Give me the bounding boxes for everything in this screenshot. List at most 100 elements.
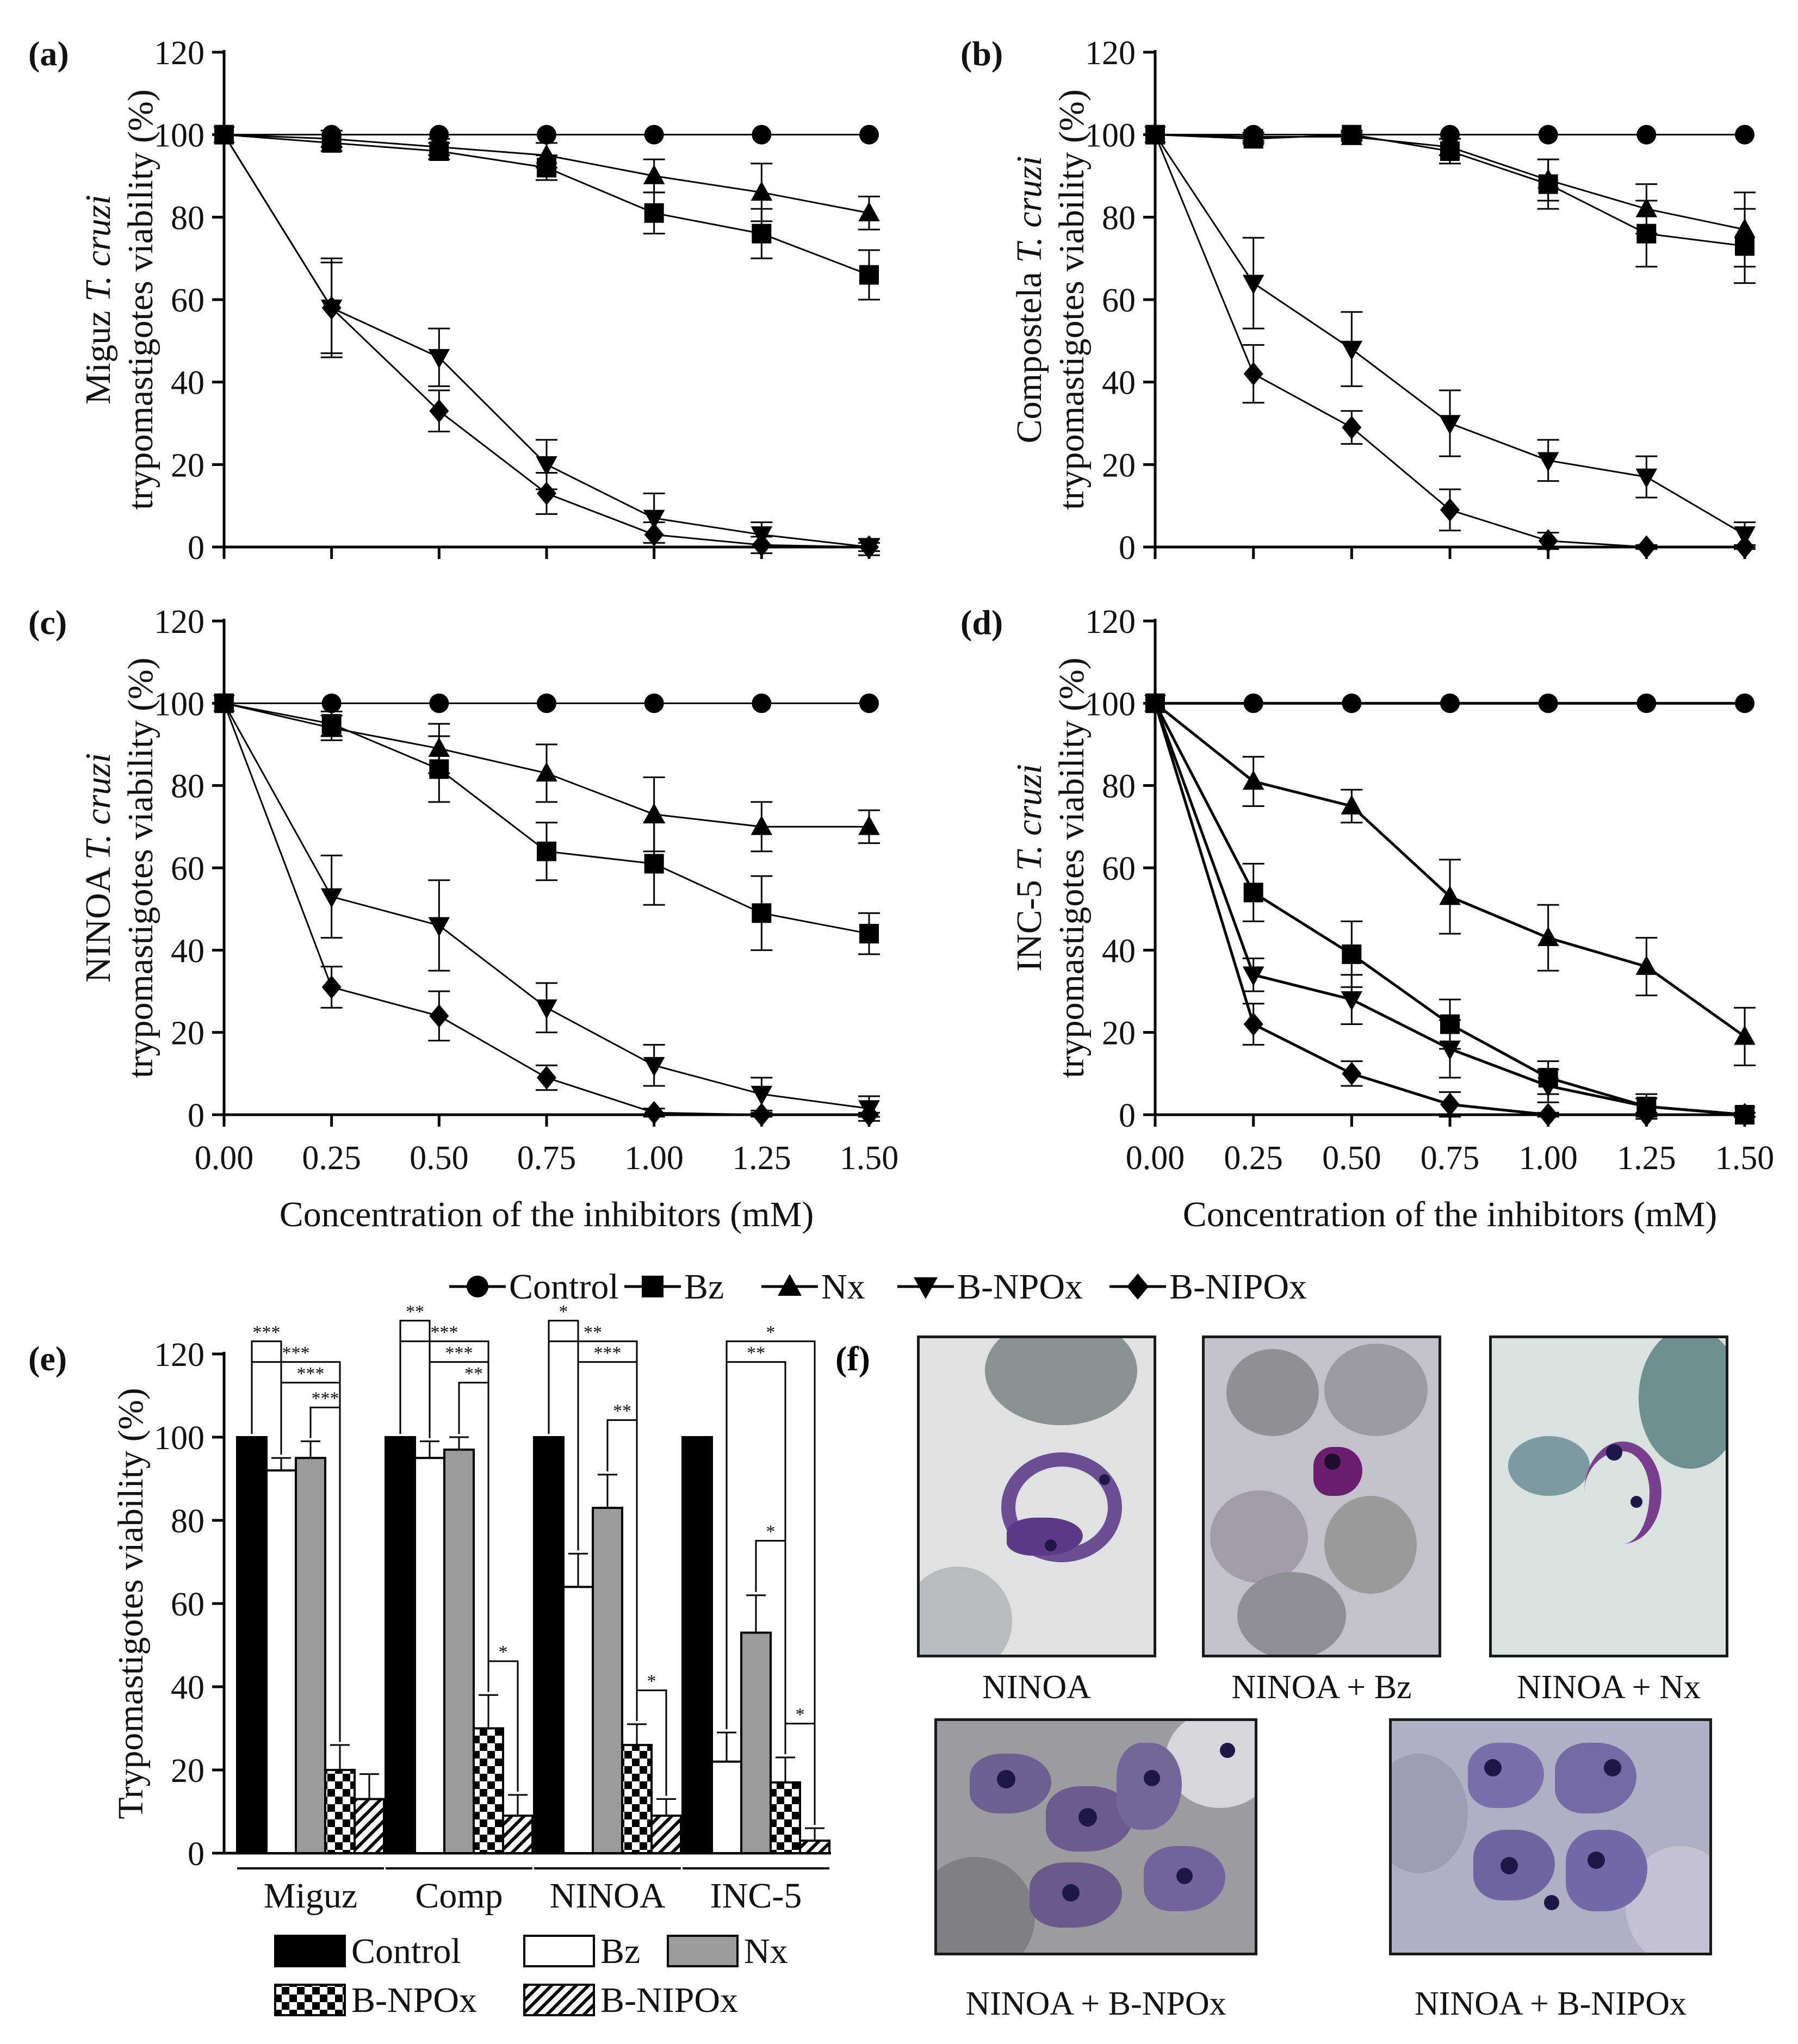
data-point — [859, 693, 879, 713]
x-tick-label: 0.25 — [302, 1140, 361, 1177]
data-point — [1538, 693, 1558, 713]
data-point — [536, 999, 557, 1019]
bar-group-miguz: Miguz — [236, 1436, 385, 1916]
data-point — [1440, 1092, 1460, 1116]
data-point — [1735, 693, 1754, 713]
y-tick-label: 120 — [154, 35, 204, 72]
y-tick-label: 120 — [154, 1337, 204, 1374]
series-line — [1154, 134, 1745, 536]
legend-swatch-b-nipox — [523, 1984, 595, 2016]
x-tick-label: 0.75 — [1421, 1140, 1480, 1177]
data-point — [320, 127, 343, 147]
data-point — [644, 1101, 664, 1124]
x-tick-label: 0.50 — [410, 1140, 469, 1177]
panel-label-c: (c) — [28, 603, 67, 642]
data-point — [859, 265, 879, 285]
legend-marker-nx — [778, 1274, 802, 1296]
data-point — [428, 349, 450, 369]
significance-label: * — [766, 1521, 776, 1542]
data-point — [537, 125, 556, 145]
panel-b: (b) 0 20 40 60 80 100 120 Compostela T. cruzi try… — [960, 34, 1756, 567]
data-point — [1735, 535, 1754, 559]
legend-label-nx: Nx — [821, 1267, 865, 1307]
data-point — [536, 762, 557, 782]
bracket-line — [309, 1406, 341, 1742]
significance-label: *** — [297, 1364, 325, 1384]
legend-swatch-bz — [523, 1935, 595, 1967]
data-point — [537, 481, 556, 506]
data-point — [859, 924, 879, 944]
x-tick-label: 0.25 — [1224, 1140, 1283, 1177]
panel-label-f: (f) — [835, 1339, 870, 1378]
series-b-nipox — [214, 123, 880, 559]
data-point — [1341, 991, 1363, 1011]
x-tick-label: 0.00 — [195, 1140, 254, 1177]
y-axis-label-line1: Miguz T. cruzi — [78, 195, 118, 405]
data-point — [429, 1004, 449, 1028]
bar-legend: Control Bz Nx B-NPOx B-NIPOx — [274, 1931, 788, 2020]
y-tick-label: 0 — [1119, 1097, 1136, 1134]
data-point — [1242, 125, 1264, 145]
y-axis-label-line2: trypomastigotes viability (%) — [1052, 89, 1092, 510]
series-line — [1154, 134, 1745, 548]
data-point — [752, 1103, 772, 1127]
data-point — [1440, 693, 1460, 713]
data-point — [1635, 955, 1658, 975]
caption-ninoa-bnpox: NINOA + B-NPOx — [965, 1985, 1226, 2022]
significance-label: ** — [464, 1364, 483, 1384]
y-axis-label: Trypomastigotes viability (%) — [111, 1388, 151, 1819]
significance-bracket: ** — [606, 1401, 638, 1721]
data-point — [858, 815, 880, 835]
bar-nx — [592, 1507, 623, 1855]
bracket-line — [458, 1382, 489, 1692]
data-point — [1636, 693, 1657, 713]
x-tick-label: 0.75 — [517, 1140, 576, 1177]
data-point — [752, 533, 772, 557]
y-tick-label: 100 — [154, 1420, 204, 1457]
significance-label: *** — [282, 1343, 310, 1363]
bar-b-npox — [621, 1744, 653, 1855]
bar-group-inc-5: INC-5 — [681, 1436, 830, 1916]
legend-label-control: Control — [351, 1931, 461, 1971]
bar-control — [236, 1436, 268, 1854]
data-point — [321, 975, 342, 999]
legend-label-nx: Nx — [744, 1931, 788, 1971]
caption-ninoa: NINOA — [982, 1669, 1091, 1706]
significance-label: * — [766, 1322, 776, 1343]
data-point — [429, 693, 449, 713]
data-point — [1735, 125, 1754, 145]
significance-label: ** — [613, 1401, 631, 1421]
x-tick-label: 1.25 — [732, 1140, 791, 1177]
bar-b-nipox — [354, 1798, 385, 1855]
significance-label: ** — [747, 1343, 765, 1363]
micrograph-ninoa-bz — [1202, 1335, 1441, 1657]
bar-nx — [443, 1448, 475, 1854]
significance-bracket: ** — [458, 1364, 489, 1692]
data-point — [751, 815, 773, 835]
legend-marker-bz — [642, 1276, 664, 1297]
data-point — [1439, 1040, 1461, 1060]
bar-b-nipox — [799, 1840, 830, 1855]
data-point — [1636, 125, 1657, 145]
data-point — [1635, 468, 1658, 488]
data-point — [536, 144, 557, 164]
bar-nx — [295, 1457, 326, 1854]
series-bz — [214, 693, 880, 955]
y-axis-label-strain: NINOA — [78, 860, 118, 983]
legend-label-b-npox: B-NPOx — [957, 1267, 1083, 1307]
x-tick-label: 0.00 — [1126, 1140, 1185, 1177]
series-control — [1145, 693, 1754, 713]
data-point — [321, 296, 342, 320]
y-tick-label: 60 — [171, 1586, 204, 1623]
legend-marker-control — [467, 1276, 488, 1297]
y-tick-label: 120 — [1085, 35, 1136, 72]
bar-control — [681, 1436, 713, 1854]
micrograph-ninoa-bnpox — [934, 1718, 1257, 1955]
legend-marker-b-nipox — [1127, 1273, 1149, 1300]
y-axis-label-strain: INC-5 — [1009, 871, 1049, 972]
x-tick-label: 1.00 — [1518, 1140, 1578, 1177]
data-point — [858, 202, 880, 222]
series-b-nipox — [1145, 691, 1756, 1127]
y-tick-label: 0 — [1119, 530, 1136, 567]
